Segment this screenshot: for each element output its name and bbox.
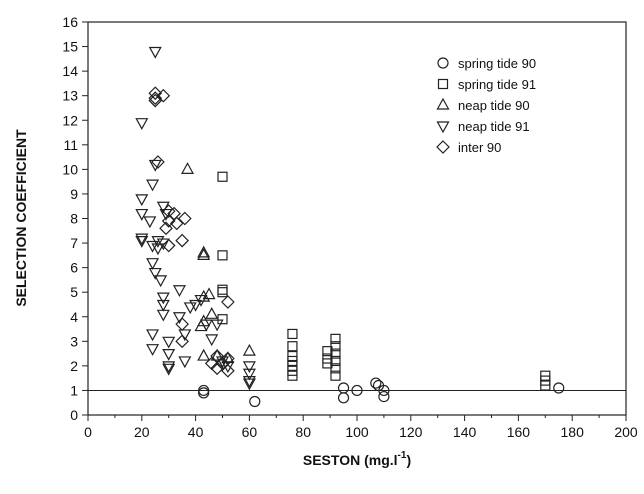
data-point-triangle-down [211, 319, 224, 331]
y-tick-label: 5 [70, 284, 78, 300]
x-tick-label: 0 [84, 424, 92, 440]
legend-label: spring tide 90 [458, 56, 536, 71]
x-tick-label: 60 [242, 424, 258, 440]
data-point-triangle-down [146, 329, 159, 341]
data-point-diamond [162, 238, 176, 253]
data-point-diamond [175, 234, 189, 248]
plot-area-frame [87, 21, 627, 416]
data-point-diamond [178, 211, 192, 226]
data-point-triangle-up [243, 344, 256, 356]
data-point-circle [249, 395, 261, 408]
y-tick-label: 9 [70, 186, 78, 202]
data-point-triangle-up [197, 349, 210, 361]
y-tick-label: 12 [62, 112, 78, 128]
legend-label: neap tide 90 [458, 98, 530, 113]
data-point-square [217, 314, 228, 325]
data-point-triangle-down [135, 194, 148, 206]
y-tick-label: 3 [70, 333, 78, 349]
data-point-square [287, 341, 298, 352]
data-point-square [217, 250, 228, 261]
y-tick-label: 6 [70, 260, 78, 276]
y-tick-label: 10 [62, 161, 78, 177]
y-tick-label: 4 [70, 309, 78, 325]
x-tick-label: 120 [399, 424, 423, 440]
data-point-circle [198, 387, 210, 399]
x-tick-label: 20 [134, 424, 150, 440]
data-point-square [217, 284, 228, 295]
data-point-triangle-down [135, 118, 148, 130]
data-point-triangle-down [162, 336, 175, 348]
data-point-triangle-down [178, 356, 191, 368]
legend-label: spring tide 91 [458, 77, 536, 92]
legend-marker-triangle-down [436, 121, 450, 133]
data-point-triangle-down [154, 275, 167, 287]
data-point-triangle-down [205, 334, 218, 346]
y-tick-label: 15 [62, 39, 78, 55]
data-point-triangle-up [205, 307, 218, 319]
x-tick-label: 180 [561, 424, 585, 440]
x-axis-title: SESTON (mg.l-1) [303, 450, 411, 468]
data-point-triangle-down [146, 344, 159, 356]
x-tick-label: 100 [345, 424, 369, 440]
legend-marker-diamond [436, 140, 450, 154]
x-tick-label: 140 [453, 424, 477, 440]
data-point-triangle-down [162, 348, 175, 361]
data-point-circle [337, 382, 350, 394]
data-point-circle [337, 392, 350, 404]
x-tick-label: 40 [188, 424, 204, 440]
data-point-triangle-down [157, 309, 170, 321]
legend-label: neap tide 91 [458, 119, 530, 134]
y-tick-label: 14 [62, 63, 78, 79]
y-axis-title: SELECTION COEFFICIENT [13, 129, 29, 307]
legend-marker-triangle-up [436, 98, 450, 110]
data-point-square [217, 287, 228, 298]
y-tick-label: 1 [70, 382, 78, 398]
data-point-circle [370, 377, 382, 389]
data-point-triangle-down [243, 361, 256, 373]
legend-label: inter 90 [458, 140, 501, 155]
data-point-circle [378, 390, 390, 403]
x-tick-label: 160 [507, 424, 531, 440]
y-tick-label: 2 [70, 358, 78, 374]
y-tick-label: 16 [62, 14, 78, 30]
data-point-triangle-down [143, 216, 156, 228]
data-point-triangle-down [173, 285, 186, 297]
data-point-triangle-down [146, 179, 159, 191]
data-point-circle [553, 382, 565, 394]
y-tick-label: 8 [70, 211, 78, 227]
data-point-triangle-up [181, 162, 194, 174]
data-point-triangle-down [157, 292, 170, 304]
data-point-triangle-down [146, 258, 159, 270]
x-tick-label: 200 [614, 424, 638, 440]
data-point-square [217, 171, 228, 182]
legend-marker-circle [437, 57, 449, 69]
y-tick-label: 7 [70, 235, 78, 251]
y-tick-label: 11 [63, 137, 78, 153]
y-tick-label: 13 [62, 88, 78, 104]
data-point-triangle-down [149, 46, 162, 59]
y-tick-label: 0 [70, 407, 78, 423]
x-tick-label: 80 [295, 424, 311, 440]
legend: spring tide 90 spring tide 91 neap tide 90… [436, 56, 536, 155]
data-point-diamond [221, 295, 235, 309]
x-axis: 0 20 40 60 80 100 120 140 160 180 200 [84, 415, 638, 440]
data-point-square [287, 328, 298, 340]
legend-marker-square [437, 78, 449, 90]
